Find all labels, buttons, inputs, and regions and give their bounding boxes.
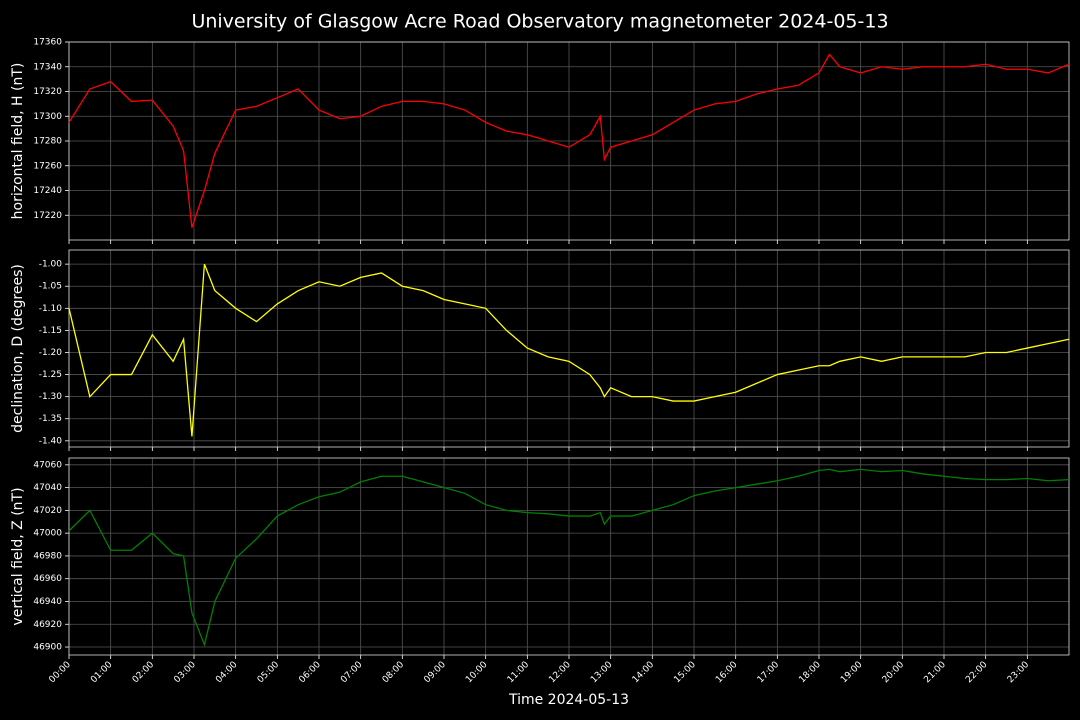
y-tick-label: 46960 xyxy=(33,574,62,584)
plot-frame xyxy=(68,249,1070,448)
y-tick-label: 17280 xyxy=(33,137,62,147)
y-tick-label: 17240 xyxy=(33,186,62,196)
y-tick-label: -1.35 xyxy=(39,414,62,424)
data-line xyxy=(68,53,1070,228)
y-tick-label: -1.10 xyxy=(39,304,63,314)
y-tick-label: -1.05 xyxy=(39,282,62,292)
y-tick-label: 47060 xyxy=(33,460,62,470)
y-tick-label: -1.15 xyxy=(39,326,62,336)
y-tick-label: -1.25 xyxy=(39,370,62,380)
data-line xyxy=(68,468,1070,647)
y-tick-label: 17300 xyxy=(33,112,62,122)
chart-title: University of Glasgow Acre Road Observat… xyxy=(191,11,888,33)
y-tick-label: 17320 xyxy=(33,87,62,97)
y-tick-label: 47020 xyxy=(33,506,62,516)
y-tick-label: 17220 xyxy=(33,211,62,221)
y-tick-label: 46940 xyxy=(33,597,62,607)
y-tick-label: 17360 xyxy=(33,38,62,48)
y-tick-label: 47040 xyxy=(33,483,62,493)
plot-frame xyxy=(68,41,1070,241)
y-axis-label: declination, D (degrees) xyxy=(10,264,26,433)
y-tick-label: -1.30 xyxy=(39,392,63,402)
y-tick-label: -1.40 xyxy=(39,436,63,446)
y-tick-label: -1.20 xyxy=(39,348,63,358)
y-tick-label: 46900 xyxy=(33,643,62,653)
y-tick-label: 17260 xyxy=(33,161,62,171)
y-tick-label: -1.00 xyxy=(39,260,63,270)
y-axis-label: vertical field, Z (nT) xyxy=(10,487,26,625)
y-tick-label: 17340 xyxy=(33,62,62,72)
plot-frame xyxy=(68,457,1070,656)
y-tick-label: 47000 xyxy=(33,529,62,539)
data-line xyxy=(68,263,1070,437)
y-axis-label: horizontal field, H (nT) xyxy=(10,63,26,220)
x-axis-label: Time 2024-05-13 xyxy=(508,692,629,708)
y-tick-label: 46920 xyxy=(33,620,62,630)
y-tick-label: 46980 xyxy=(33,551,62,561)
